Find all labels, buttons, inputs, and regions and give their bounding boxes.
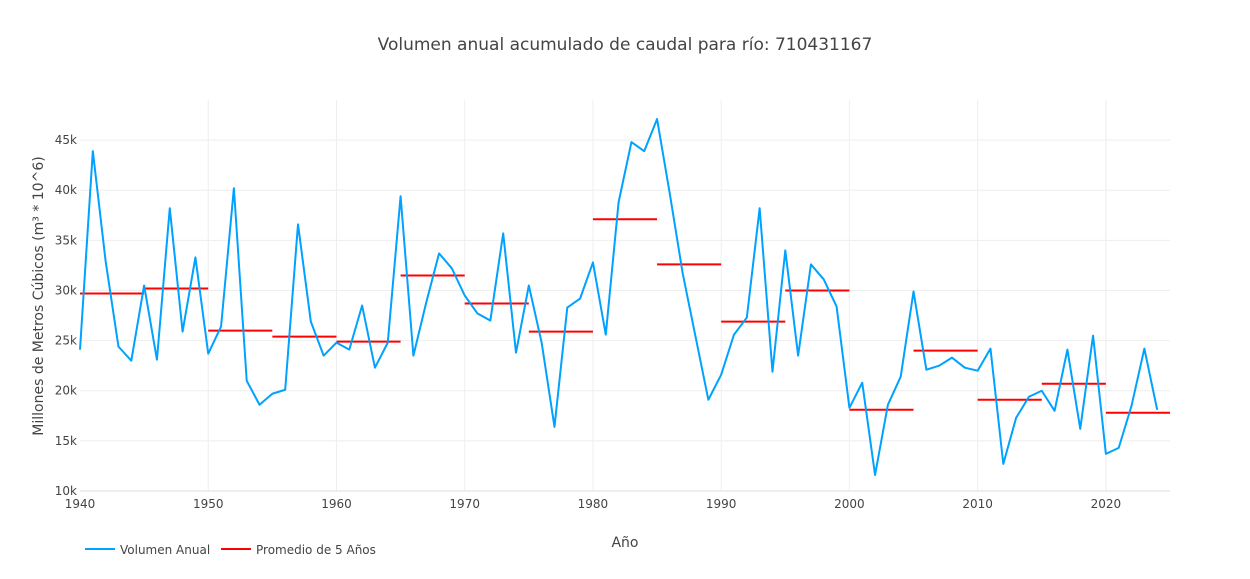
x-tick-label: 1980 [578, 497, 609, 511]
x-tick-label: 1990 [706, 497, 737, 511]
legend: Volumen Anual Promedio de 5 Años [85, 543, 376, 557]
legend-item-average[interactable]: Promedio de 5 Años [221, 543, 376, 557]
x-tick-label: 1970 [449, 497, 480, 511]
x-axis: 1940 1950 1960 1970 1980 1990 2000 2010 2020 [65, 497, 1121, 511]
x-axis-title: Año [611, 535, 638, 551]
y-tick-label: 35k [55, 233, 77, 247]
y-tick-label: 20k [55, 384, 77, 398]
x-tick-label: 2000 [834, 497, 865, 511]
y-tick-label: 40k [55, 183, 77, 197]
y-axis-title: Millones de Metros Cúbicos (m³ * 10^6) [31, 156, 47, 435]
average-series [80, 218, 1170, 414]
annual-volume-line [79, 118, 1159, 476]
legend-label-average: Promedio de 5 Años [256, 543, 376, 557]
x-tick-label: 1950 [193, 497, 224, 511]
legend-label-annual: Volumen Anual [120, 543, 210, 557]
y-axis: 10k 15k 20k 25k 30k 35k 40k 45k [55, 133, 77, 498]
y-tick-label: 10k [55, 484, 77, 498]
chart-title: Volumen anual acumulado de caudal para r… [378, 35, 873, 55]
legend-item-annual[interactable]: Volumen Anual [85, 543, 210, 557]
y-tick-label: 15k [55, 434, 77, 448]
y-tick-label: 30k [55, 283, 77, 297]
y-tick-label: 45k [55, 133, 77, 147]
x-tick-label: 2010 [962, 497, 993, 511]
x-tick-label: 1960 [321, 497, 352, 511]
grid [80, 100, 1170, 492]
x-tick-label: 1940 [65, 497, 96, 511]
x-tick-label: 2020 [1091, 497, 1122, 511]
y-tick-label: 25k [55, 334, 77, 348]
